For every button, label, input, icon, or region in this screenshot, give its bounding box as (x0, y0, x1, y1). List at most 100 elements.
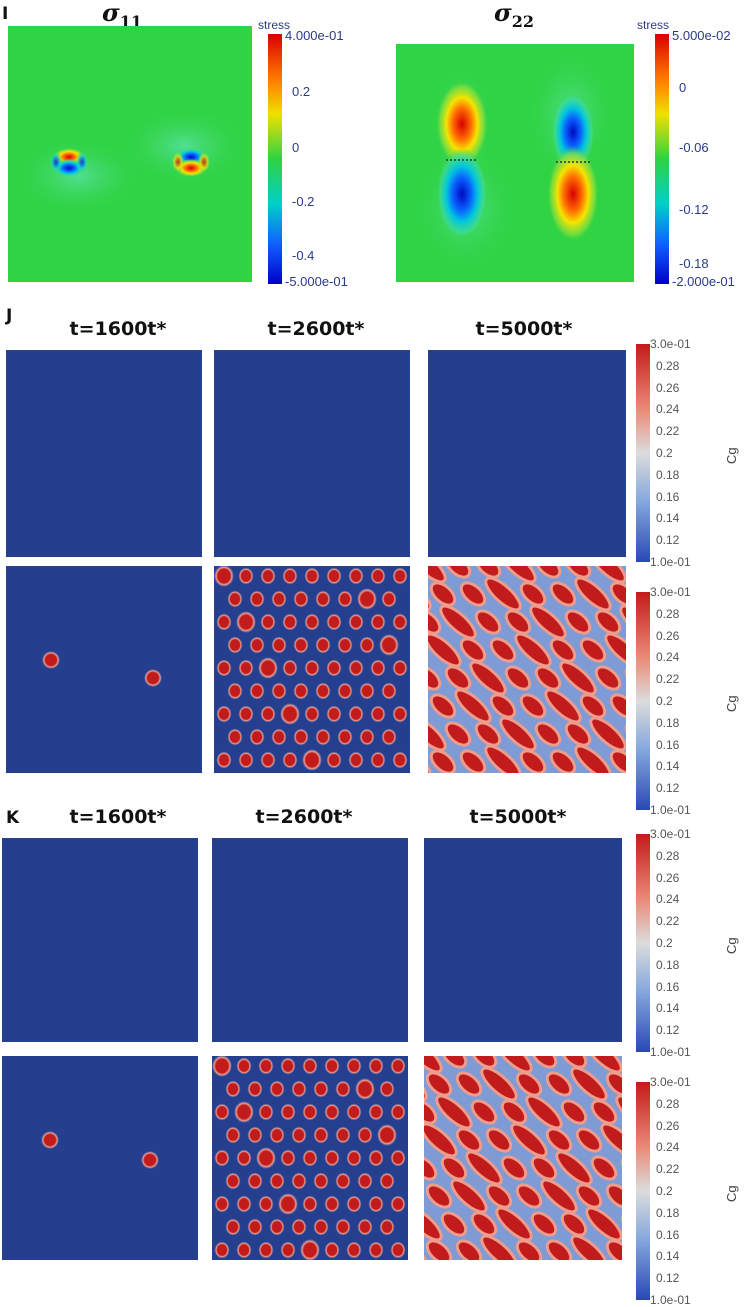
elongated-precipitate (519, 581, 547, 607)
cg-colorbar-tick: 0.16 (656, 1227, 680, 1242)
elongated-precipitate (545, 1071, 573, 1097)
cg-colorbar-tick: 0.14 (656, 759, 680, 774)
sigma22-title: σ22 (494, 0, 534, 31)
precipitate-dot (260, 613, 276, 631)
precipitate-dot (227, 682, 243, 700)
cg-colorbar-tick: 0.2 (656, 446, 673, 460)
precipitate-dot (315, 682, 331, 700)
precipitate-dot (238, 705, 254, 723)
elongated-precipitate (549, 637, 577, 663)
colorbar2-tick: 5.000e-02 (672, 28, 731, 43)
precipitate-dot (282, 659, 298, 677)
precipitate-dot (214, 1149, 230, 1167)
cg-colorbar-tick: 0.2 (656, 694, 673, 708)
cg-colorbar-tick: 3.0e-01 (650, 827, 691, 841)
precipitate-dot (390, 1195, 406, 1213)
cg-colorbar-tick: 0.28 (656, 606, 680, 621)
cg-colorbar-tick: 0.18 (656, 957, 680, 972)
elongated-precipitate (484, 744, 522, 773)
precipitate-dot (390, 1057, 406, 1075)
elongated-precipitate (444, 665, 472, 691)
precipitate-dot (348, 705, 364, 723)
elongated-precipitate (564, 721, 592, 747)
elongated-precipitate (540, 1178, 578, 1214)
elongated-precipitate (594, 665, 622, 691)
precipitate-dot (238, 751, 254, 769)
elongated-precipitate (424, 1122, 458, 1158)
precipitate-dot (216, 751, 232, 769)
precipitate-dot (238, 659, 254, 677)
precipitate-dot (282, 567, 298, 585)
cg-colorbar-tick: 0.26 (656, 380, 680, 395)
elongated-precipitate (605, 1239, 622, 1260)
elongated-precipitate (564, 566, 592, 579)
precipitate-dot (236, 1241, 252, 1259)
elongated-precipitate (589, 566, 626, 584)
elongated-precipitate (560, 1056, 588, 1069)
precipitate-dot (324, 1241, 340, 1259)
precipitate-dot (249, 636, 265, 654)
precipitate-dot (326, 751, 342, 769)
cg-colorbar-tick: 0.26 (656, 628, 680, 643)
cg-colorbar-tick: 0.26 (656, 870, 680, 885)
elongated-precipitate (429, 749, 457, 773)
cg-map (428, 350, 626, 557)
precipitate-dot (337, 682, 353, 700)
precipitate-dot (269, 1080, 285, 1098)
precipitate-dot (370, 659, 386, 677)
precipitate-dot (379, 1080, 395, 1098)
elongated-precipitate (545, 1127, 573, 1153)
precipitate-dot (335, 1080, 351, 1098)
elongated-precipitate (515, 1071, 543, 1097)
precipitate-dot (348, 659, 364, 677)
cg-colorbar (636, 834, 650, 1052)
elongated-precipitate (560, 1099, 588, 1125)
elongated-precipitate (459, 581, 487, 607)
precipitate-dot (370, 705, 386, 723)
precipitate-dot (337, 590, 353, 608)
elongated-precipitate (429, 693, 457, 719)
cg-colorbar-tick: 0.2 (656, 936, 673, 950)
precipitate-dot (357, 1172, 373, 1190)
elongated-precipitate (594, 609, 622, 635)
elongated-precipitate (545, 1239, 573, 1260)
precipitate-dot (247, 1218, 263, 1236)
elongated-precipitate (579, 693, 607, 719)
elongated-precipitate (510, 1122, 548, 1158)
precipitate-dot (225, 1080, 241, 1098)
precipitate-dot (335, 1218, 351, 1236)
elongated-precipitate (485, 1183, 513, 1209)
precipitate-dot (216, 659, 232, 677)
precipitate-dot (326, 705, 342, 723)
cg-colorbar-tick: 0.16 (656, 737, 680, 752)
precipitate-dot (247, 1172, 263, 1190)
precipitate-dot (260, 705, 276, 723)
precipitate-dot (302, 1195, 318, 1213)
precipitate-dot (359, 636, 375, 654)
cg-map (6, 566, 202, 773)
precipitate-dot (370, 613, 386, 631)
precipitate-dot (302, 1149, 318, 1167)
cg-colorbar-tick: 3.0e-01 (650, 1075, 691, 1089)
elongated-precipitate (560, 1211, 588, 1237)
precipitate-dot (337, 636, 353, 654)
elongated-precipitate (444, 721, 472, 747)
precipitate-dot (357, 1218, 373, 1236)
elongated-precipitate (534, 665, 562, 691)
precipitate-dot (225, 1218, 241, 1236)
precipitate-dot (346, 1195, 362, 1213)
elongated-precipitate (534, 721, 562, 747)
elongated-precipitate (604, 632, 626, 668)
colorbar2-tick: -0.12 (679, 202, 709, 217)
elongated-precipitate (609, 693, 626, 719)
cg-map-elongated (428, 566, 626, 773)
precipitate-dot (236, 611, 256, 633)
elongated-precipitate (424, 1066, 428, 1102)
elongated-precipitate (590, 1155, 618, 1181)
elongated-precipitate (454, 688, 492, 724)
precipitate-dot (280, 1149, 296, 1167)
elongated-precipitate (514, 632, 552, 668)
precipitate-dot (258, 1241, 274, 1259)
precipitate-dot (258, 1057, 274, 1075)
precipitate-dot (392, 613, 408, 631)
